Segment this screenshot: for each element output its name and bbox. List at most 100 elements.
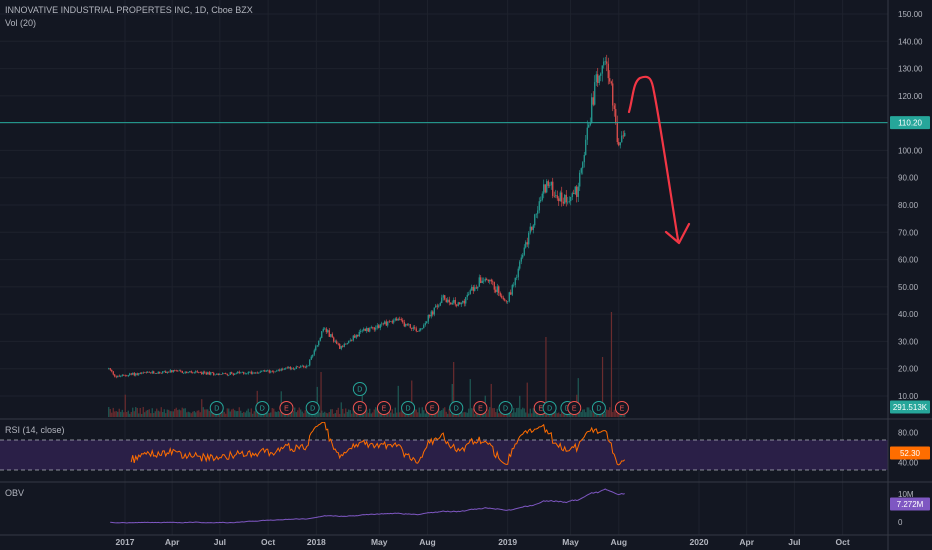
rsi-value-tag: 52.30 [900,449,921,458]
candle-body [483,280,485,282]
price-tick-label: 120.00 [898,92,923,101]
volume-bar [489,407,491,417]
volume-bar [346,411,348,417]
candle-body [609,78,611,82]
dividend-marker[interactable]: D [542,401,557,415]
obv-value-tag: 7.272M [897,500,924,509]
earnings-marker[interactable]: E [279,401,294,415]
dividend-marker[interactable]: D [352,382,367,396]
candle-body [157,371,159,374]
dividend-marker[interactable]: D [209,401,224,415]
candle-body [405,324,407,327]
rsi-line [130,422,626,466]
volume-bar [559,413,561,417]
earnings-marker[interactable]: E [567,401,582,415]
earnings-marker[interactable]: E [425,401,440,415]
volume-bar [414,409,416,417]
volume-bar [418,407,420,417]
candle-body [289,367,291,369]
earnings-marker[interactable]: E [376,401,391,415]
volume-bar [441,410,443,417]
candle-body [120,376,122,377]
event-label: D [260,406,265,413]
candle-body [414,327,416,329]
dividend-marker[interactable]: D [401,401,416,415]
volume-bar [388,411,390,417]
candle-body [528,232,530,245]
drawn-arrow-annotation[interactable] [627,75,691,245]
candle-body [507,301,509,302]
candle-body [430,311,432,317]
event-circle [401,401,416,415]
candle-body [435,305,437,308]
time-tick-label: 2019 [498,537,517,547]
candle-body [184,371,186,373]
candle-body [469,290,471,295]
candle-body [592,97,594,105]
candle-body [391,321,393,323]
earnings-marker[interactable]: E [352,401,367,415]
event-markers[interactable]: DDEDDEEDEDEDEDDEDE [209,382,629,415]
price-tick-label: 20.00 [898,365,919,374]
volume-bar [109,409,111,417]
candle-body [244,373,246,375]
volume-bar [154,411,156,417]
volume-bar [148,409,150,417]
candle-body [276,370,278,372]
volume-bar [186,412,188,417]
volume-bar [450,413,452,417]
price-tick-label: 40.00 [898,310,919,319]
volume-bar [567,413,569,417]
earnings-marker[interactable]: E [614,401,629,415]
candle-body [186,371,188,374]
event-label: D [596,406,601,413]
event-label: E [478,406,483,413]
candle-body [133,372,135,376]
volume-bar [187,411,189,417]
candle-body [396,318,398,321]
candle-body [307,365,309,367]
dividend-marker[interactable]: D [591,401,606,415]
earnings-marker[interactable]: E [473,401,488,415]
volume-bar [394,407,396,417]
candle-body [174,370,176,371]
candle-body [366,327,368,332]
event-label: D [214,406,219,413]
dividend-marker[interactable]: D [305,401,320,415]
candle-body [220,374,222,375]
candle-body [555,195,557,197]
candle-body [384,321,386,325]
candle-body [111,369,113,372]
candle-body [624,132,626,137]
volume-bar [513,407,515,417]
candle-body [529,226,531,233]
volume-bar [399,412,401,417]
candle-body [232,373,234,375]
volume-bar [202,407,204,417]
volume-bar [258,411,260,417]
dividend-marker[interactable]: D [498,401,513,415]
candle-body [261,370,263,372]
candle-body [417,331,419,332]
candle-body [378,325,380,328]
volume-bar [579,408,581,417]
dividend-marker[interactable]: D [449,401,464,415]
candle-body [622,135,624,137]
candle-body [468,294,470,295]
time-axis[interactable]: 2017 Apr Jul Oct 2018 May Aug 2019 May Aug 2020 Apr… [116,537,850,547]
candle-body [453,299,455,303]
candle-body [297,366,299,368]
candle-body [165,371,167,374]
volume-bar [612,412,614,417]
candle-body [286,367,288,369]
dividend-marker[interactable]: D [255,401,270,415]
volume-bar [321,410,323,417]
volume-bar [279,411,281,417]
volume-bar [322,412,324,417]
volume-bar [165,413,167,417]
candle-body [436,305,438,307]
volume-bar [111,412,113,417]
volume-bar [181,407,183,417]
time-tick-label: Oct [836,537,850,547]
